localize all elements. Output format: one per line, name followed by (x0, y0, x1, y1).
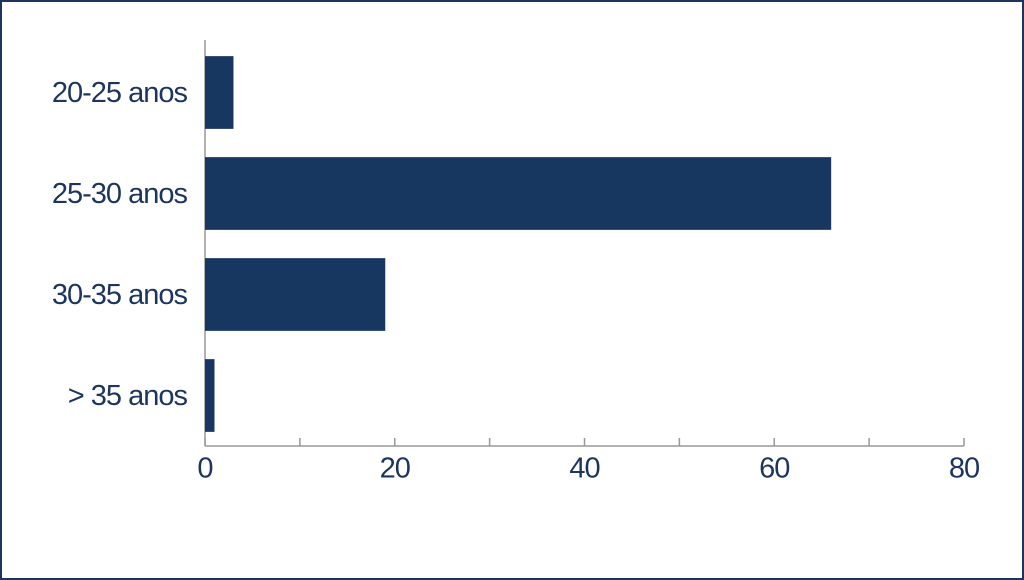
y-tick-label: 25-30 anos (52, 178, 188, 210)
x-tick-label: 80 (949, 453, 979, 485)
x-tick-label: 60 (759, 453, 789, 485)
bar (205, 258, 386, 331)
x-tick-label: 0 (197, 453, 212, 485)
x-tick-label: 40 (569, 453, 599, 485)
y-tick-label: > 35 anos (68, 380, 188, 412)
bar (205, 56, 234, 129)
x-tick-label: 20 (380, 453, 410, 485)
bar (205, 359, 215, 432)
y-tick-label: 30-35 anos (52, 279, 188, 311)
bar (205, 157, 832, 230)
y-tick-label: 20-25 anos (52, 77, 188, 109)
